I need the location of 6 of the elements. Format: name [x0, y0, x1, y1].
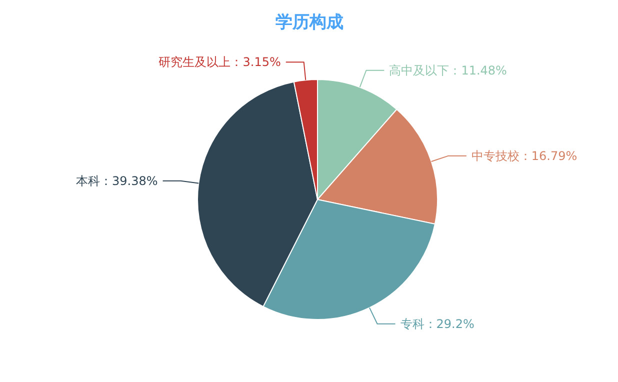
- slice-label: 高中及以下：11.48%: [389, 63, 507, 78]
- slice-label: 本科：39.38%: [76, 174, 158, 188]
- slice-label: 专科：29.2%: [400, 316, 474, 331]
- slice-label: 中专技校：16.79%: [471, 148, 578, 163]
- chart-title: 学历构成: [276, 12, 344, 32]
- slice-label: 研究生及以上：3.15%: [158, 55, 281, 70]
